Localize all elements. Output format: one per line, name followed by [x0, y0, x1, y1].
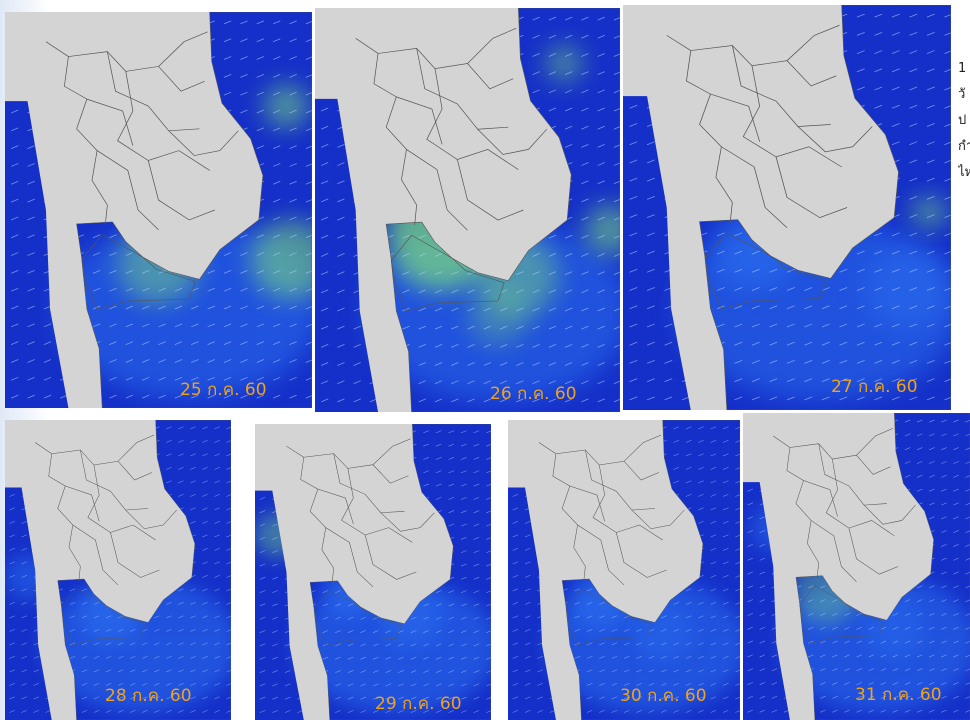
wave-map-panel-30: 30 ก.ค. 60	[508, 420, 740, 720]
coastline	[309, 580, 402, 647]
coastline	[81, 12, 312, 408]
wave-map	[315, 8, 620, 412]
coastline	[57, 578, 146, 646]
wave-hotspot	[545, 45, 583, 82]
side-text-line: กำ	[958, 139, 970, 154]
side-text-line: วั	[958, 87, 966, 102]
coastline	[565, 420, 740, 720]
wave-map-panel-28: 28 ก.ค. 60	[5, 420, 231, 720]
coastline	[795, 575, 885, 644]
coastline	[561, 578, 653, 646]
coastline	[61, 420, 231, 720]
date-label: 28 ก.ค. 60	[105, 686, 192, 706]
wave-map-panel-31: 31 ก.ค. 60	[743, 413, 970, 720]
wave-hotspot	[584, 204, 620, 256]
province-borders	[666, 24, 873, 229]
date-label: 27 ก.ค. 60	[831, 377, 918, 397]
coastline	[76, 221, 196, 310]
wave-map-panel-29: 29 ก.ค. 60	[255, 424, 491, 720]
wave-map	[743, 413, 970, 720]
wave-map	[508, 420, 740, 720]
province-borders	[538, 434, 685, 586]
coastline	[699, 219, 827, 310]
side-text-line: ไห	[958, 165, 970, 180]
coastline	[799, 413, 970, 720]
wave-hotspot	[263, 84, 309, 128]
province-borders	[34, 434, 177, 586]
province-borders	[286, 438, 435, 587]
wave-hotspot	[863, 248, 951, 329]
wave-hotspot	[250, 219, 312, 300]
date-label: 25 ก.ค. 60	[180, 380, 267, 400]
wave-map-panel-25: 25 ก.ค. 60	[5, 12, 312, 408]
coastline	[704, 5, 951, 410]
wave-map	[5, 12, 312, 408]
coastline	[313, 424, 491, 720]
wave-map	[623, 5, 951, 410]
date-label: 30 ก.ค. 60	[620, 686, 707, 706]
province-borders	[45, 31, 239, 231]
wave-map-panel-26: 26 ก.ค. 60	[315, 8, 620, 412]
wave-map	[255, 424, 491, 720]
date-label: 31 ก.ค. 60	[855, 685, 942, 705]
coastline	[390, 8, 620, 412]
side-text-column: 1 วั ป กำ ไห	[958, 56, 970, 186]
wave-map-panel-27: 27 ก.ค. 60	[623, 5, 951, 410]
side-text-line: 1	[958, 61, 967, 76]
province-borders	[355, 27, 548, 231]
province-borders	[773, 428, 916, 583]
coastline	[385, 221, 505, 312]
date-label: 29 ก.ค. 60	[375, 694, 462, 714]
wave-hotspot	[912, 197, 946, 228]
date-label: 26 ก.ค. 60	[490, 384, 577, 404]
wave-hotspot	[467, 285, 529, 347]
wave-map	[5, 420, 231, 720]
side-text-line: ป	[958, 113, 967, 128]
